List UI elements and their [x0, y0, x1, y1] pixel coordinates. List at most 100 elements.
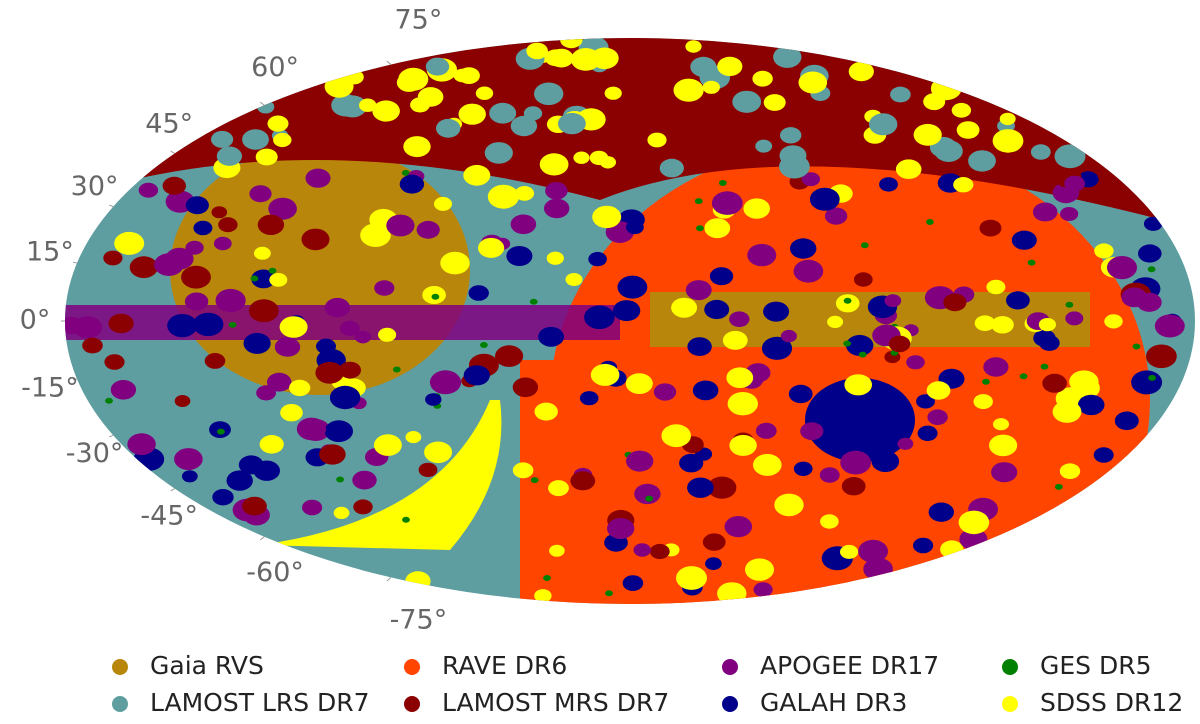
sky-region — [888, 335, 911, 353]
sky-region — [353, 499, 373, 515]
sky-region — [993, 418, 1009, 431]
sky-region — [463, 164, 491, 186]
sky-region — [248, 299, 279, 323]
sky-region — [858, 539, 888, 563]
legend-label: SDSS DR12 — [1040, 688, 1183, 717]
sky-region — [254, 246, 271, 260]
sky-region — [315, 361, 344, 384]
sky-region — [405, 431, 422, 444]
sky-region — [478, 237, 505, 258]
sky-region — [989, 434, 1018, 457]
sky-region — [534, 82, 564, 106]
sky-region — [544, 198, 570, 219]
legend-label: Gaia RVS — [150, 651, 264, 680]
legend-marker — [404, 696, 420, 712]
tick-mark — [108, 434, 114, 438]
sky-region — [410, 97, 430, 113]
sky-region — [73, 316, 102, 339]
sky-region — [752, 70, 773, 87]
sky-region — [992, 129, 1024, 153]
sky-region — [545, 182, 568, 200]
sky-region — [129, 256, 158, 279]
sky-region — [260, 400, 502, 550]
legend-label: GALAH DR3 — [760, 688, 907, 717]
sky-region — [927, 409, 948, 426]
sky-region — [549, 544, 565, 557]
sky-region — [1148, 374, 1156, 381]
sky-region — [1104, 314, 1123, 329]
sky-region — [745, 558, 774, 581]
sky-region — [392, 366, 401, 373]
sky-region — [819, 467, 840, 483]
sky-region — [711, 191, 743, 215]
sky-region — [289, 379, 311, 397]
sky-region — [991, 316, 1014, 334]
sky-region — [336, 476, 344, 483]
sky-region — [296, 417, 327, 441]
sky-region — [108, 313, 134, 334]
sky-region — [694, 198, 703, 205]
sky-region — [339, 320, 360, 336]
sky-region — [943, 293, 967, 312]
sky-region — [324, 297, 351, 318]
tick-label: -15° — [21, 372, 79, 403]
sky-region — [458, 103, 486, 125]
sky-region — [956, 121, 980, 139]
sky-region — [897, 437, 914, 450]
sky-region — [402, 516, 410, 523]
sky-region — [755, 422, 777, 439]
sky-region — [1038, 318, 1056, 332]
sky-region — [687, 477, 714, 498]
sky-region — [811, 402, 838, 422]
sky-region — [316, 338, 336, 354]
sky-region — [979, 219, 1002, 237]
sky-region — [268, 197, 297, 220]
sky-region — [1054, 144, 1086, 169]
sky-region — [184, 292, 209, 311]
sky-region — [1064, 175, 1085, 192]
tick-mark — [72, 261, 78, 264]
sky-region — [103, 250, 123, 266]
sky-region — [1107, 256, 1137, 280]
sky-region — [679, 453, 704, 473]
sky-region — [685, 280, 712, 301]
sky-region — [732, 90, 762, 113]
sky-region — [215, 288, 246, 313]
sky-region — [259, 435, 284, 454]
sky-region — [869, 113, 898, 136]
sky-region — [185, 196, 209, 215]
sky-region — [539, 153, 569, 176]
sky-region — [538, 326, 564, 347]
sky-region — [779, 154, 810, 179]
sky-region — [774, 493, 804, 517]
sky-region — [386, 214, 415, 237]
sky-region — [468, 285, 489, 301]
sky-region — [717, 582, 747, 604]
legend-label: GES DR5 — [1040, 651, 1152, 680]
sky-region — [692, 380, 719, 401]
sky-region — [645, 495, 653, 502]
sky-region — [913, 537, 934, 554]
sky-region — [324, 420, 353, 443]
sky-region — [185, 240, 204, 255]
tick-label: 60° — [251, 52, 299, 83]
sky-region — [1027, 259, 1036, 266]
sky-region — [418, 462, 438, 478]
sky-region — [1065, 301, 1074, 308]
sky-region — [487, 184, 519, 209]
sky-region — [763, 94, 786, 111]
sky-region — [858, 351, 867, 358]
sky-region — [174, 395, 191, 407]
sky-region — [923, 93, 946, 111]
sky-region — [339, 361, 361, 379]
sky-region — [647, 132, 667, 148]
sky-region — [790, 238, 817, 259]
sky-region — [890, 86, 911, 103]
sky-region — [673, 78, 704, 102]
sky-region — [753, 582, 773, 597]
sky-region — [110, 380, 137, 400]
sky-region — [999, 112, 1016, 126]
sky-region — [573, 151, 590, 164]
sky-region — [534, 589, 552, 603]
sky-region — [841, 477, 866, 496]
